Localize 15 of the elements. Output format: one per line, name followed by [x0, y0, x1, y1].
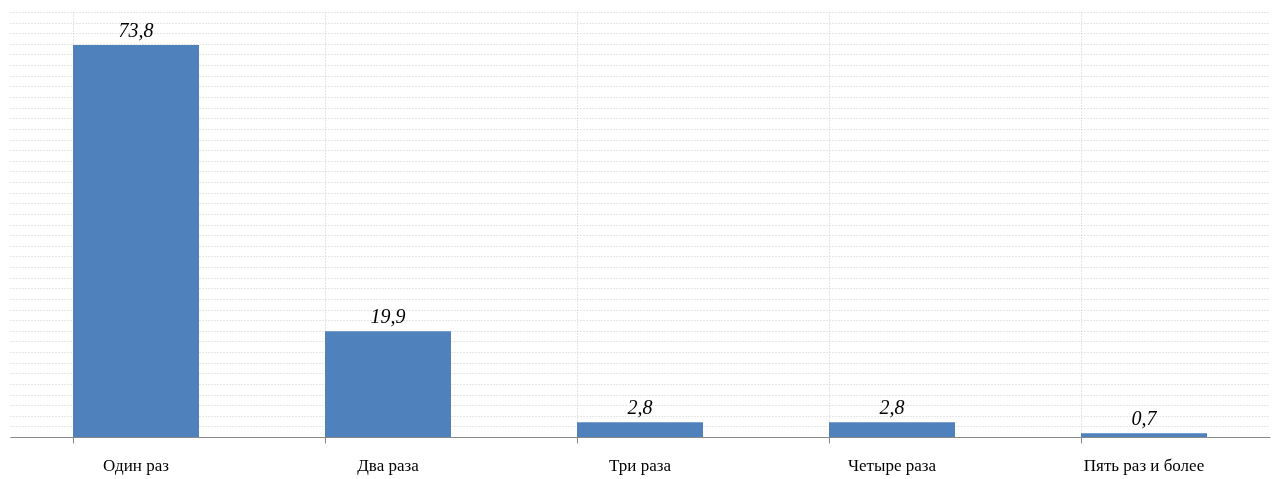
bar: [1081, 433, 1207, 437]
data-label: 2,8: [627, 396, 653, 419]
x-tick-label: Один раз: [103, 455, 170, 475]
bar: [577, 422, 703, 437]
data-label: 2,8: [879, 396, 905, 419]
data-label: 0,7: [1131, 407, 1158, 430]
bar: [325, 331, 451, 437]
x-tick-label: Три раза: [609, 455, 672, 475]
data-label: 19,9: [370, 305, 406, 328]
x-tick-label: Четыре раза: [847, 455, 937, 475]
bar: [829, 422, 955, 437]
x-tick-label: Два раза: [357, 455, 420, 475]
bar: [73, 44, 199, 437]
x-tick-label: Пять раз и более: [1083, 455, 1205, 475]
data-label: 73,8: [118, 18, 154, 41]
